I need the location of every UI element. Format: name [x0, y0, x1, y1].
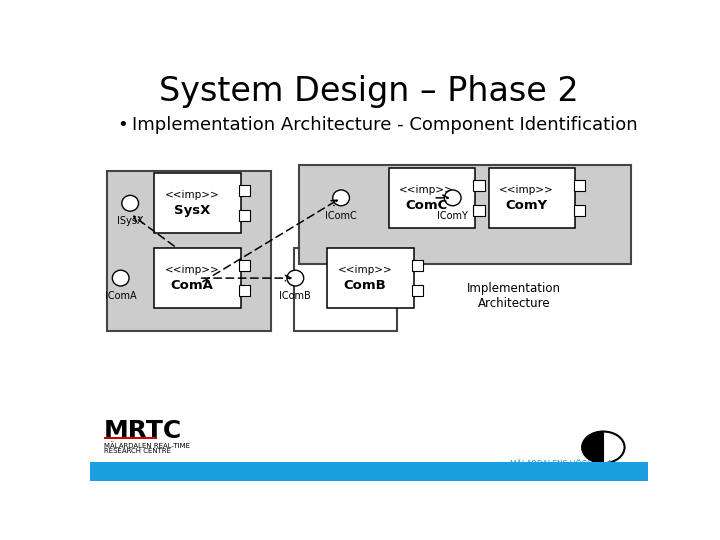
Bar: [239, 185, 250, 196]
Wedge shape: [582, 431, 603, 463]
Bar: [90, 462, 648, 481]
Bar: [154, 248, 240, 308]
Bar: [154, 173, 240, 233]
Bar: [239, 285, 250, 296]
Text: IComB: IComB: [279, 291, 311, 301]
Bar: [104, 436, 157, 439]
Bar: [473, 205, 485, 216]
Text: <<imp>>: <<imp>>: [499, 185, 554, 195]
Bar: [473, 180, 485, 191]
Bar: [489, 168, 575, 228]
Text: ISysX: ISysX: [117, 216, 143, 226]
Text: Implementation
Architecture: Implementation Architecture: [467, 281, 561, 309]
Bar: [389, 168, 475, 228]
Ellipse shape: [444, 190, 461, 206]
Circle shape: [582, 431, 624, 463]
Bar: [300, 165, 631, 265]
Ellipse shape: [333, 190, 349, 206]
Text: <<imp>>: <<imp>>: [164, 190, 219, 200]
Text: •: •: [117, 116, 127, 134]
Text: IComA: IComA: [105, 291, 137, 301]
Text: MÄLARDALENS HÖGSKOLA: MÄLARDALENS HÖGSKOLA: [510, 460, 613, 469]
Text: <<imp>>: <<imp>>: [338, 265, 392, 274]
Bar: [239, 210, 250, 221]
Ellipse shape: [287, 270, 304, 286]
Bar: [239, 260, 250, 271]
Ellipse shape: [112, 270, 129, 286]
Text: System Design – Phase 2: System Design – Phase 2: [159, 75, 579, 109]
Text: MÄLARDALEN REAL-TIME: MÄLARDALEN REAL-TIME: [104, 442, 190, 449]
Bar: [412, 285, 423, 296]
Text: ComY: ComY: [505, 199, 548, 212]
Text: IComC: IComC: [325, 211, 357, 221]
Text: ComA: ComA: [171, 279, 213, 292]
Bar: [327, 248, 413, 308]
Text: MRTC: MRTC: [104, 418, 182, 443]
Bar: [107, 171, 271, 331]
Text: ComB: ComB: [343, 279, 386, 292]
Text: <<imp>>: <<imp>>: [399, 185, 454, 195]
Text: IComY: IComY: [437, 211, 468, 221]
Text: SysX: SysX: [174, 204, 210, 217]
Bar: [412, 260, 423, 271]
Bar: [574, 205, 585, 216]
Ellipse shape: [122, 195, 138, 211]
Text: ComC: ComC: [405, 199, 447, 212]
Text: <<imp>>: <<imp>>: [164, 265, 219, 274]
Bar: [574, 180, 585, 191]
Bar: [294, 248, 397, 331]
Text: Implementation Architecture - Component Identification: Implementation Architecture - Component …: [132, 116, 637, 134]
Text: RESEARCH CENTRE: RESEARCH CENTRE: [104, 449, 171, 455]
